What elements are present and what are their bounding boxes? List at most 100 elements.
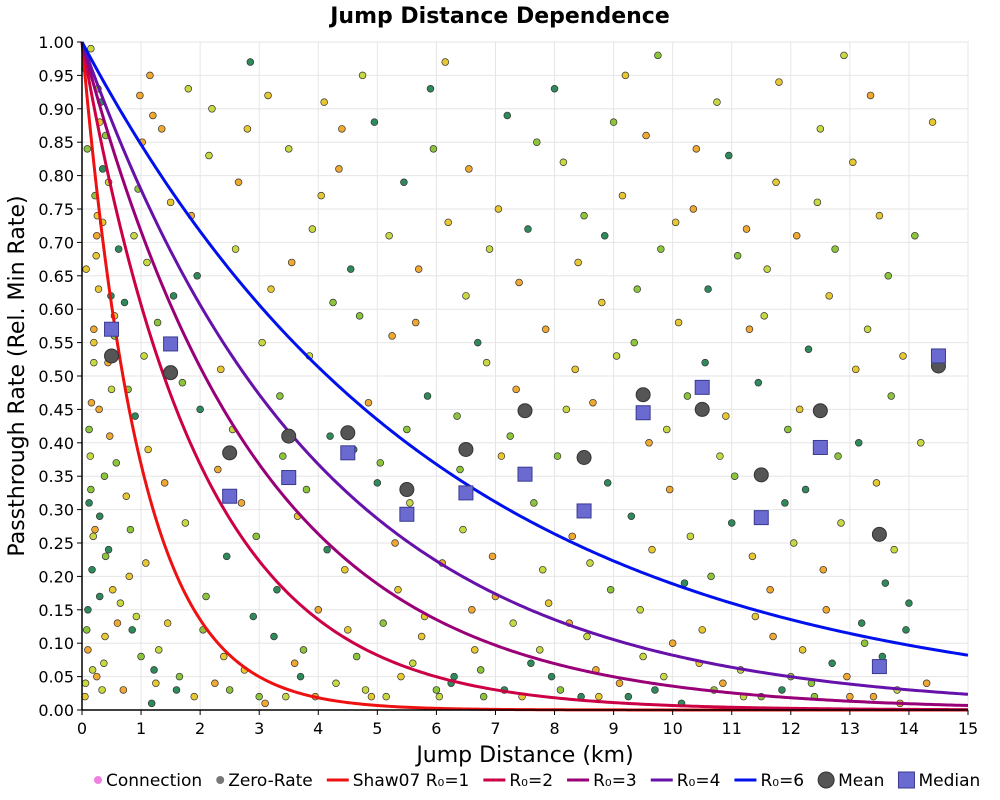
median-point bbox=[104, 321, 120, 337]
connection-point bbox=[846, 692, 854, 701]
y-tick-label: 0.85 bbox=[38, 133, 74, 152]
mean-point bbox=[871, 526, 887, 542]
connection-point bbox=[837, 519, 845, 527]
connection-point bbox=[603, 479, 612, 487]
connection-point bbox=[571, 365, 579, 374]
connection-point bbox=[707, 572, 715, 581]
connection-point bbox=[220, 652, 228, 661]
connection-point bbox=[88, 666, 97, 674]
connection-point bbox=[636, 606, 644, 614]
x-tick-label: 13 bbox=[840, 719, 860, 738]
connection-point bbox=[533, 138, 541, 146]
y-tick-label: 0.30 bbox=[38, 501, 74, 520]
mean-point bbox=[399, 482, 415, 498]
y-tick-label: 0.80 bbox=[38, 167, 74, 186]
connection-point bbox=[347, 265, 355, 273]
y-tick-label: 0.10 bbox=[38, 634, 74, 653]
connection-point bbox=[660, 672, 668, 681]
connection-point bbox=[414, 265, 423, 273]
connection-point bbox=[284, 145, 293, 153]
connection-point bbox=[828, 659, 836, 667]
legend-label: Connection bbox=[106, 771, 202, 791]
connection-point bbox=[763, 265, 771, 273]
connection-point bbox=[689, 205, 698, 213]
connection-point bbox=[485, 245, 494, 253]
connection-point bbox=[911, 231, 919, 240]
x-axis-title: Jump Distance (km) bbox=[414, 743, 633, 768]
connection-point bbox=[727, 519, 736, 527]
legend-item: R₀=2 bbox=[483, 771, 553, 791]
connection-point bbox=[503, 111, 512, 120]
connection-point bbox=[813, 198, 822, 207]
connection-point bbox=[107, 385, 116, 394]
connection-point bbox=[645, 439, 653, 447]
legend-item: Connection bbox=[94, 771, 202, 791]
median-point bbox=[458, 485, 474, 501]
connection-point bbox=[825, 292, 833, 300]
connection-point bbox=[214, 465, 222, 474]
y-tick-label: 0.45 bbox=[38, 400, 74, 419]
legend-label: Shaw07 R₀=1 bbox=[353, 771, 470, 791]
y-axis-title: Passthrough Rate (Rel. Min Rate) bbox=[5, 195, 30, 556]
median-point bbox=[281, 470, 297, 486]
connection-point bbox=[175, 672, 184, 681]
connection-point bbox=[459, 525, 467, 534]
connection-point bbox=[104, 545, 113, 554]
connection-point bbox=[82, 626, 91, 634]
connection-point bbox=[795, 405, 804, 414]
connection-point bbox=[136, 91, 144, 100]
connection-point bbox=[905, 599, 913, 607]
connection-point bbox=[843, 672, 851, 681]
connection-point bbox=[713, 98, 721, 106]
connection-point bbox=[704, 285, 712, 293]
connection-point bbox=[509, 619, 517, 627]
connection-point bbox=[147, 699, 156, 708]
connection-point bbox=[93, 672, 101, 681]
connection-point bbox=[639, 652, 647, 661]
connection-point bbox=[255, 692, 263, 701]
connection-point bbox=[849, 158, 857, 166]
connection-point bbox=[775, 78, 783, 86]
connection-point bbox=[190, 692, 198, 701]
legend-item: R₀=6 bbox=[734, 771, 804, 791]
connection-point bbox=[93, 231, 101, 240]
connection-point bbox=[627, 512, 636, 521]
connection-point bbox=[341, 565, 349, 574]
connection-point bbox=[574, 258, 582, 267]
connection-point bbox=[482, 358, 491, 367]
connection-point bbox=[100, 659, 108, 667]
connection-point bbox=[580, 211, 588, 220]
mean-point bbox=[635, 387, 651, 403]
connection-point bbox=[152, 679, 160, 688]
connection-point bbox=[85, 499, 93, 507]
connection-point bbox=[834, 452, 842, 460]
chart-title: Jump Distance Dependence bbox=[328, 4, 670, 29]
connection-point bbox=[698, 626, 706, 634]
connection-point bbox=[87, 398, 96, 407]
y-tick-label: 0.00 bbox=[38, 701, 74, 720]
connection-point bbox=[90, 325, 98, 333]
connection-point bbox=[355, 312, 364, 320]
connection-point bbox=[426, 85, 435, 93]
connection-point bbox=[869, 692, 878, 701]
connection-point bbox=[642, 131, 650, 140]
connection-point bbox=[506, 432, 514, 440]
connection-point bbox=[725, 151, 733, 160]
connection-point bbox=[598, 298, 606, 307]
connection-point bbox=[160, 479, 169, 487]
connection-point bbox=[84, 646, 92, 654]
connection-point bbox=[234, 178, 243, 187]
median-point bbox=[399, 506, 415, 522]
mean-point bbox=[458, 441, 474, 457]
y-tick-label: 0.05 bbox=[38, 668, 74, 687]
legend-item: Zero-Rate bbox=[216, 771, 313, 791]
connection-point bbox=[279, 452, 287, 460]
connection-point bbox=[615, 679, 624, 688]
legend-label: Zero-Rate bbox=[228, 771, 313, 791]
median-points bbox=[104, 321, 946, 675]
connection-point bbox=[624, 692, 633, 701]
x-tick-label: 6 bbox=[431, 719, 441, 738]
connection-point bbox=[166, 198, 175, 207]
connection-point bbox=[112, 459, 121, 467]
